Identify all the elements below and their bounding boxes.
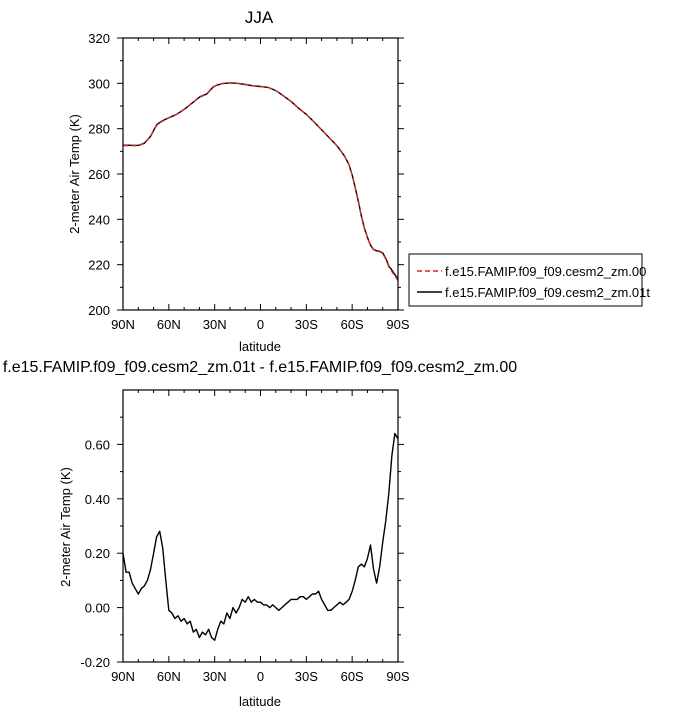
legend-label-01t: f.e15.FAMIP.f09_f09.cesm2_zm.01t	[445, 285, 650, 300]
bottom-panel: f.e15.FAMIP.f09_f09.cesm2_zm.01t - f.e15…	[3, 359, 517, 709]
bottom-series-line-0	[122, 432, 399, 641]
top-x-tick-label: 30S	[295, 317, 318, 332]
bottom-y-tick-label: 0.00	[85, 601, 110, 616]
bottom-series-group	[122, 432, 399, 641]
bottom-x-tick-label: 60S	[341, 669, 364, 684]
top-panel: JJA 90N 60N 30N 0 30S 60S 90S 200 220 240 260 280 30…	[67, 8, 650, 354]
bottom-x-axis-label: latitude	[239, 694, 281, 709]
top-y-tick-label: 280	[88, 122, 110, 137]
top-y-tick-label: 300	[88, 76, 110, 91]
legend-box	[408, 253, 643, 307]
top-y-tick-label: 200	[88, 303, 110, 318]
bottom-x-tick-label: 90S	[386, 669, 409, 684]
top-x-tick-label: 30N	[203, 317, 227, 332]
top-x-tick-label: 90S	[386, 317, 409, 332]
bottom-ticks-group: 90N 60N 30N 0 30S 60S 90S -0.20 0.00 0.20 0.40 0.60	[80, 390, 410, 684]
bottom-x-tick-label: 30N	[203, 669, 227, 684]
top-x-tick-label: 60N	[157, 317, 181, 332]
bottom-y-tick-label: 0.40	[85, 492, 110, 507]
top-y-tick-label: 240	[88, 212, 110, 227]
bottom-y-tick-label: 0.20	[85, 546, 110, 561]
top-y-tick-label: 320	[88, 31, 110, 46]
top-chart-title: JJA	[245, 8, 274, 27]
bottom-x-tick-label: 0	[257, 669, 264, 684]
bottom-y-axis-label: 2-meter Air Temp (K)	[58, 467, 73, 587]
legend-label-00: f.e15.FAMIP.f09_f09.cesm2_zm.00	[445, 264, 646, 279]
top-y-tick-label: 260	[88, 167, 110, 182]
legend: f.e15.FAMIP.f09_f09.cesm2_zm.00 f.e15.FA…	[408, 253, 650, 307]
top-x-tick-label: 60S	[341, 317, 364, 332]
bottom-y-tick-label: -0.20	[80, 655, 110, 670]
top-series-group	[122, 82, 399, 281]
top-ticks-group: 90N 60N 30N 0 30S 60S 90S 200 220 240 260 280 300 320	[88, 31, 410, 332]
top-series-line-0	[123, 82, 399, 281]
top-plot-frame	[122, 37, 399, 311]
top-x-tick-label: 0	[257, 317, 264, 332]
top-x-axis-label: latitude	[239, 339, 281, 354]
bottom-plot-frame	[122, 389, 399, 663]
bottom-y-tick-label: 0.60	[85, 437, 110, 452]
bottom-chart-title: f.e15.FAMIP.f09_f09.cesm2_zm.01t - f.e15…	[3, 359, 517, 376]
top-y-tick-label: 220	[88, 258, 110, 273]
top-x-tick-label: 90N	[111, 317, 135, 332]
bottom-x-tick-label: 60N	[157, 669, 181, 684]
top-y-axis-label: 2-meter Air Temp (K)	[67, 114, 82, 234]
bottom-x-tick-label: 30S	[295, 669, 318, 684]
top-series-line-1	[122, 82, 399, 280]
bottom-x-tick-label: 90N	[111, 669, 135, 684]
